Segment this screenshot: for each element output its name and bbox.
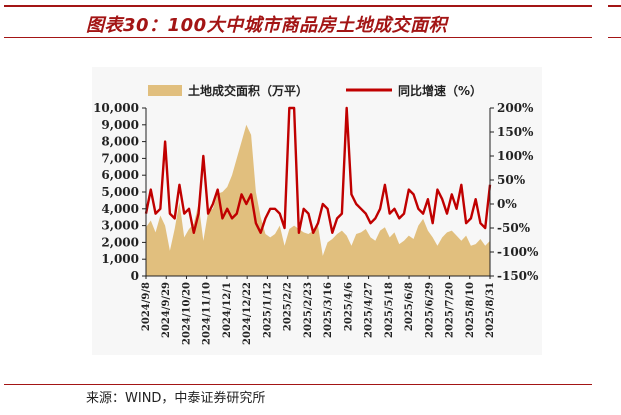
bottom-rule <box>4 384 592 385</box>
y-right-tick-label: -100% <box>497 245 539 259</box>
x-tick-label: 2024/10/20 <box>181 282 192 345</box>
x-tick-label: 2025/6/8 <box>404 282 415 331</box>
y-right-tick-label: 0% <box>497 197 517 211</box>
y-left-tick-label: 5,000 <box>101 185 139 199</box>
x-tick-label: 2025/1/12 <box>262 282 273 338</box>
y-right-tick-label: -50% <box>497 221 531 235</box>
area-series-land-area <box>146 124 490 276</box>
y-right-tick-label: -150% <box>497 269 539 283</box>
x-tick-label: 2025/3/16 <box>323 282 334 338</box>
chart-panel <box>92 67 542 355</box>
x-tick-label: 2025/4/27 <box>364 282 375 338</box>
y-left-tick-label: 7,000 <box>101 151 139 165</box>
legend-label-land-area: 土地成交面积（万平） <box>188 83 308 98</box>
y-right-tick-label: 150% <box>497 125 534 139</box>
x-tick-label: 2025/7/20 <box>445 282 456 338</box>
line-series-yoy-growth <box>144 106 492 235</box>
y-left-tick-label: 0 <box>131 269 139 283</box>
adjacent-panel-rule <box>608 5 621 7</box>
y-right-tick-label: 200% <box>497 101 534 115</box>
title-rule <box>4 37 592 38</box>
y-left-tick-label: 1,000 <box>101 252 139 266</box>
x-tick-label: 2025/8/31 <box>485 282 496 338</box>
y-left-tick-label: 8,000 <box>101 135 139 149</box>
x-tick-label: 2025/4/6 <box>343 282 354 331</box>
x-tick-label: 2024/9/8 <box>141 282 152 331</box>
x-tick-label: 2025/6/29 <box>424 282 435 338</box>
x-tick-label: 2024/11/10 <box>202 282 213 345</box>
x-tick-label: 2024/12/1 <box>222 282 233 338</box>
y-right-tick-label: 50% <box>497 173 526 187</box>
x-tick-label: 2025/2/23 <box>303 282 314 338</box>
y-left-tick-label: 9,000 <box>101 118 139 132</box>
y-left-tick-label: 6,000 <box>101 168 139 182</box>
legend-swatch-land-area <box>148 85 182 96</box>
x-tick-label: 2025/8/10 <box>465 282 476 338</box>
y-right-tick-label: 100% <box>497 149 534 163</box>
x-tick-label: 2024/12/22 <box>242 282 253 345</box>
adjacent-panel-rule-2 <box>608 37 621 38</box>
y-left-tick-label: 2,000 <box>101 235 139 249</box>
figure-title: 图表30：100大中城市商品房土地成交面积 <box>86 15 448 36</box>
source-note: 来源：WIND，中泰证券研究所 <box>86 391 266 406</box>
legend-label-yoy-growth: 同比增速（%） <box>398 83 482 98</box>
y-left-tick-label: 3,000 <box>101 219 139 233</box>
x-tick-label: 2024/9/29 <box>161 282 172 338</box>
x-tick-label: 2025/5/18 <box>384 282 395 338</box>
x-tick-label: 2025/2/2 <box>283 282 294 331</box>
top-rule <box>4 5 592 7</box>
y-left-tick-label: 10,000 <box>93 101 139 115</box>
y-left-tick-label: 4,000 <box>101 202 139 216</box>
